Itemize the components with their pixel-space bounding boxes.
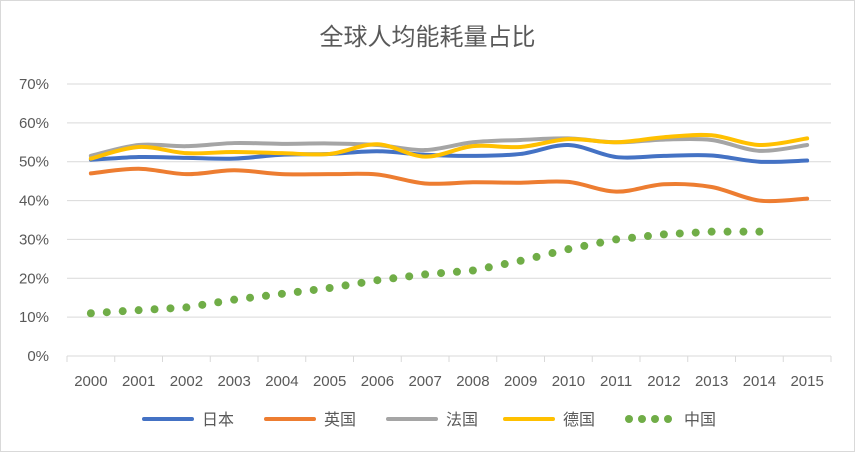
x-tick-label: 2011 <box>600 373 632 390</box>
x-tick-label: 2004 <box>265 373 298 390</box>
series-point-中国 <box>580 241 589 250</box>
x-tick-label: 2007 <box>408 373 441 390</box>
chart-title: 全球人均能耗量占比 <box>319 23 536 51</box>
series-point-中国 <box>564 245 573 254</box>
series-point-中国 <box>532 252 541 261</box>
series-point-中国 <box>739 227 748 236</box>
series-point-中国 <box>357 278 366 287</box>
series-point-中国 <box>548 249 557 258</box>
series-point-中国 <box>246 293 255 302</box>
series-point-中国 <box>182 303 191 312</box>
series-point-中国 <box>230 295 239 304</box>
series-point-中国 <box>293 287 302 296</box>
series-point-中国 <box>707 227 716 236</box>
x-tick-label: 2000 <box>74 373 107 390</box>
x-tick-label: 2001 <box>122 373 155 390</box>
x-tick-label: 2009 <box>504 373 537 390</box>
series-point-中国 <box>214 298 223 307</box>
y-tick-label: 60% <box>19 115 49 132</box>
y-tick-label: 50% <box>19 154 49 171</box>
x-tick-label: 2013 <box>695 373 728 390</box>
series-point-中国 <box>277 289 286 298</box>
series-point-中国 <box>612 235 621 244</box>
series-point-中国 <box>643 232 652 241</box>
series-line-法国 <box>88 136 810 158</box>
series-point-中国 <box>628 233 637 242</box>
series-point-中国 <box>198 300 207 309</box>
series-point-中国 <box>452 267 461 276</box>
legend-label: 英国 <box>324 410 356 429</box>
x-tick-label: 2010 <box>552 373 585 390</box>
legend-marker <box>651 415 659 423</box>
series-point-中国 <box>691 228 700 237</box>
x-tick-label: 2003 <box>217 373 250 390</box>
series-point-中国 <box>516 256 525 265</box>
series-point-中国 <box>596 238 605 247</box>
legend-label: 法国 <box>446 410 478 429</box>
legend-label: 日本 <box>202 410 234 429</box>
x-tick-label: 2006 <box>361 373 394 390</box>
series-point-中国 <box>150 305 159 314</box>
series-point-中国 <box>500 260 509 269</box>
y-tick-label: 30% <box>19 231 49 248</box>
series-point-中国 <box>723 227 732 236</box>
series-point-中国 <box>118 307 127 316</box>
legend-marker <box>625 415 633 423</box>
series-point-中国 <box>437 269 446 278</box>
y-tick-label: 0% <box>27 348 49 365</box>
series-line-德国 <box>88 132 810 161</box>
x-tick-label: 2012 <box>647 373 680 390</box>
series-point-中国 <box>325 284 334 292</box>
y-tick-label: 70% <box>19 76 49 93</box>
x-tick-label: 2014 <box>743 373 776 390</box>
series-point-中国 <box>405 272 414 281</box>
x-tick-label: 2008 <box>456 373 489 390</box>
series-point-中国 <box>421 270 430 279</box>
series-point-中国 <box>675 229 684 238</box>
x-tick-label: 2005 <box>313 373 346 390</box>
x-tick-label: 2015 <box>790 373 823 390</box>
series-line-英国 <box>88 166 810 204</box>
series-point-中国 <box>373 276 382 285</box>
x-tick-label: 2002 <box>170 373 203 390</box>
y-tick-label: 20% <box>19 270 49 287</box>
series-point-中国 <box>755 227 764 236</box>
series-point-中国 <box>389 274 398 283</box>
legend-label: 中国 <box>684 410 716 429</box>
series-point-中国 <box>341 281 350 290</box>
series-point-中国 <box>468 266 477 275</box>
series-point-中国 <box>659 230 668 239</box>
series-point-中国 <box>484 263 493 272</box>
y-tick-label: 10% <box>19 309 49 326</box>
legend-label: 德国 <box>563 410 595 429</box>
legend-marker <box>664 415 672 423</box>
legend-marker <box>638 415 646 423</box>
y-tick-label: 40% <box>19 193 49 210</box>
series-point-中国 <box>309 285 318 294</box>
series-point-中国 <box>261 291 270 300</box>
series-point-中国 <box>86 309 95 318</box>
series-point-中国 <box>102 308 111 317</box>
series-point-中国 <box>134 306 143 315</box>
series-line-日本 <box>88 143 810 164</box>
series-point-中国 <box>166 304 175 313</box>
